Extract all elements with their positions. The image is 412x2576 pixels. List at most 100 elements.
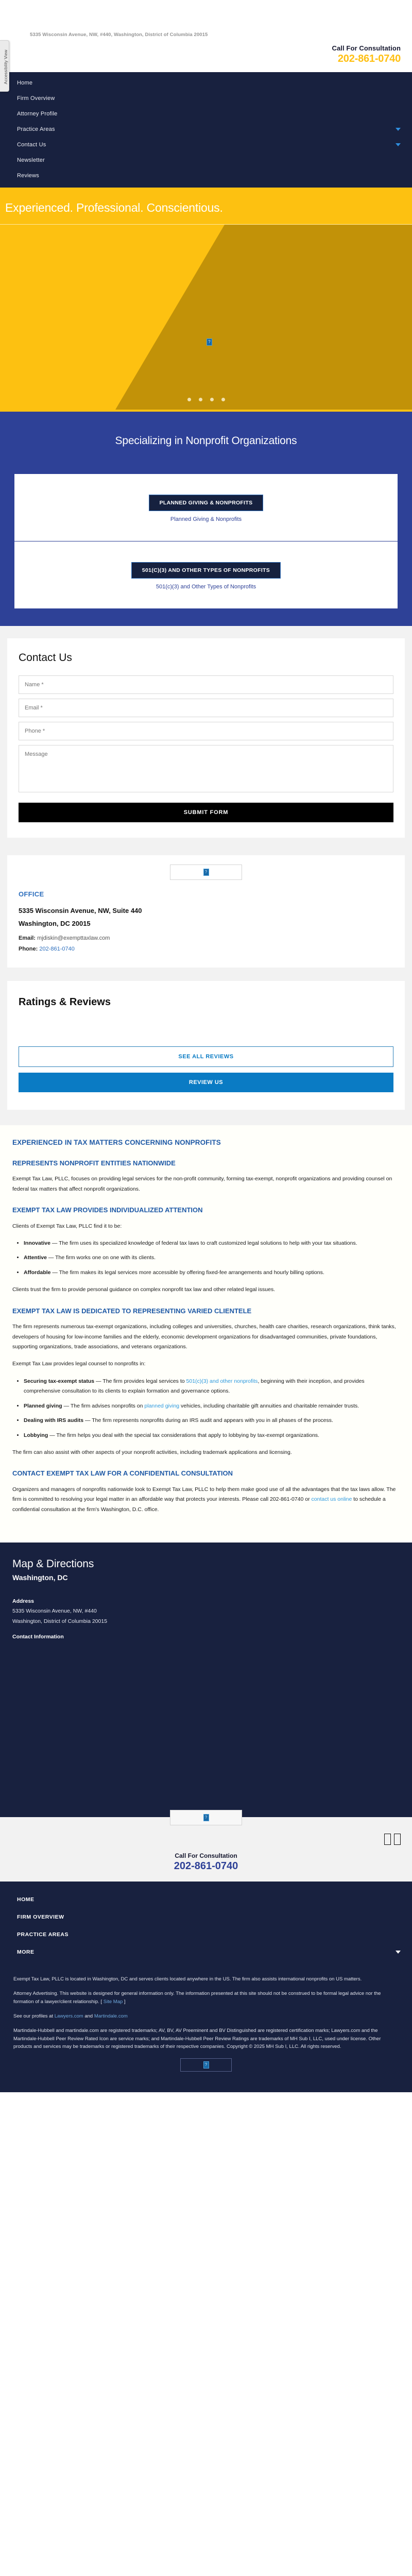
office-email-value[interactable]: mjdiskin@exempttaxlaw.com [37,935,110,941]
social-links-row [0,1833,412,1845]
social-icon-1[interactable] [384,1833,391,1845]
chevron-down-icon[interactable] [396,1950,401,1954]
top-address-strip: 5335 Wisconsin Avenue, NW, #440, Washing… [0,0,412,40]
article-paragraph-6: The firm can also assist with other aspe… [12,1449,292,1455]
contact-form-title: Contact Us [19,652,72,664]
bullet-term: Affordable [24,1269,51,1276]
submit-form-button[interactable]: SUBMIT FORM [19,803,393,823]
office-section: ? OFFICE 5335 Wisconsin Avenue, NW, Suit… [0,853,412,981]
footer-nav-home[interactable]: HOME [0,1891,412,1908]
header-phone-link[interactable]: 202-861-0740 [337,53,401,64]
site-footer: HOME FIRM OVERVIEW PRACTICE AREAS MORE E… [0,1881,412,2092]
hero-image-carousel[interactable]: ? [0,224,412,410]
list-item: Affordable — The firm makes its legal se… [24,1268,400,1278]
footer-phone-link[interactable]: 202-861-0740 [174,1860,238,1872]
carousel-dots[interactable] [0,398,412,402]
footer-call-block: Call For Consultation 202-861-0740 [0,1852,412,1872]
footer-nav-firm-overview[interactable]: FIRM OVERVIEW [0,1908,412,1926]
bullet-text-post: vehicles, including charitable gift annu… [179,1402,359,1409]
bullet-link[interactable]: planned giving [144,1402,180,1409]
ratings-card: Ratings & Reviews SEE ALL REVIEWS REVIEW… [7,980,405,1110]
legal-paragraph-1: Exempt Tax Law, PLLC is located in Washi… [13,1976,362,1982]
specializing-title: Specializing in Nonprofit Organizations [115,435,297,447]
bullet-link[interactable]: 501(c)(3) and other nonprofits [186,1378,258,1384]
carousel-dot-4[interactable] [221,398,225,402]
ratings-title: Ratings & Reviews [19,996,111,1008]
nav-label: Reviews [17,173,39,179]
phone-input[interactable] [19,722,393,741]
map-contact-label: Contact Information [12,1633,64,1640]
article-bullet-list-2: Securing tax-exempt status — The firm pr… [24,1377,400,1440]
see-all-reviews-button[interactable]: SEE ALL REVIEWS [19,1046,393,1067]
spacer [12,1591,400,1598]
header-call-block: Call For Consultation 202-861-0740 [0,40,412,72]
article-paragraph-1: Exempt Tax Law, PLLC, focuses on providi… [12,1176,392,1192]
article-paragraph-7: Organizers and managers of nonprofits na… [12,1485,400,1515]
map-embed-placeholder[interactable] [12,1642,400,1812]
article-paragraph-2: Clients of Exempt Tax Law, PLLC find it … [12,1223,122,1229]
practice-card-planned-giving[interactable]: PLANNED GIVING & NONPROFITS Planned Givi… [14,474,398,542]
office-email-row: Email: mjdiskin@exempttaxlaw.com [19,935,393,941]
nav-item-reviews[interactable]: Reviews [0,168,412,183]
broken-image-icon: ? [203,1814,209,1821]
hero-graphic-wedge [115,225,412,410]
site-map-link[interactable]: Site Map [103,1998,123,2005]
nav-item-newsletter[interactable]: Newsletter [0,152,412,168]
message-textarea[interactable] [19,745,393,793]
article-heading-2: REPRESENTS NONPROFIT ENTITIES NATIONWIDE [12,1159,176,1167]
carousel-dot-2[interactable] [198,398,202,402]
main-article: EXPERIENCED IN TAX MATTERS CONCERNING NO… [0,1125,412,1543]
list-item: Innovative — The firm uses its specializ… [24,1239,400,1248]
nav-item-practice-areas[interactable]: Practice Areas [0,122,412,137]
legal-paragraph-2: Attorney Advertising. This website is de… [13,1990,399,2006]
carousel-dot-3[interactable] [210,398,214,402]
footer-call-section: ? Call For Consultation 202-861-0740 [0,1809,412,1882]
list-item: Attentive — The firm works one on one wi… [24,1253,400,1263]
social-icon-2[interactable] [394,1833,401,1845]
article-paragraph-3: Clients trust the firm to provide person… [12,1286,276,1293]
contact-us-online-link[interactable]: contact us online [311,1496,352,1503]
nav-item-contact-us[interactable]: Contact Us [0,137,412,152]
contact-form-card: Contact Us SUBMIT FORM [7,638,405,838]
nav-item-firm-overview[interactable]: Firm Overview [0,91,412,106]
footer-nav-more[interactable]: MORE [0,1943,412,1961]
practice-card-button[interactable]: PLANNED GIVING & NONPROFITS [148,495,264,512]
article-heading-3: EXEMPT TAX LAW PROVIDES INDIVIDUALIZED A… [12,1206,203,1214]
lawyers-com-link[interactable]: Lawyers.com [54,2013,83,2020]
review-us-button[interactable]: REVIEW US [19,1072,393,1092]
legal-block: Exempt Tax Law, PLLC is located in Washi… [0,1961,412,2072]
name-input[interactable] [19,675,393,694]
martindale-com-link[interactable]: Martindale.com [94,2013,128,2020]
nav-item-attorney-profile[interactable]: Attorney Profile [0,106,412,122]
accessibility-view-tab[interactable]: Accessibility View [0,40,9,92]
practice-card-button[interactable]: 501(C)(3) AND OTHER TYPES OF NONPROFITS [131,562,281,579]
practice-card-caption[interactable]: Planned Giving & Nonprofits [170,516,242,523]
map-city: Washington, DC [12,1573,68,1582]
nav-label: Newsletter [17,157,45,163]
map-address-line1: 5335 Wisconsin Avenue, NW, #440 [12,1608,97,1615]
bullet-term: Innovative [24,1240,50,1247]
practice-card-501c3[interactable]: 501(C)(3) AND OTHER TYPES OF NONPROFITS … [14,541,398,609]
carousel-dot-1[interactable] [187,398,191,402]
bullet-text-pre: — The firm advises nonprofits on [62,1402,145,1409]
hero-banner: Experienced. Professional. Conscientious… [0,188,412,410]
broken-image-icon: ? [207,338,212,346]
nav-label: Attorney Profile [17,111,58,117]
chevron-down-icon[interactable] [396,143,401,146]
footer-nav-practice-areas[interactable]: PRACTICE AREAS [0,1926,412,1943]
office-phone-link[interactable]: 202-861-0740 [39,945,75,952]
office-heading: OFFICE [19,890,44,899]
bullet-text-pre: — The firm provides legal services to [94,1378,186,1384]
paragraph-pre: Organizers and managers of nonprofits na… [12,1486,396,1503]
chevron-down-icon[interactable] [396,128,401,131]
legal-text-pre: See our profiles at [13,2013,55,2020]
practice-card-caption[interactable]: 501(c)(3) and Other Types of Nonprofits [156,584,256,590]
article-paragraph-4: The firm represents numerous tax-exempt … [12,1324,396,1350]
bullet-text: — The firm works one on one with its cli… [46,1255,156,1261]
email-input[interactable] [19,699,393,718]
map-directions-section: Map & Directions Washington, DC Address … [0,1543,412,1817]
broken-image-icon: ? [203,869,209,876]
footer-nav-label: FIRM OVERVIEW [17,1913,64,1920]
hero-headline: Experienced. Professional. Conscientious… [5,201,223,214]
nav-item-home[interactable]: Home [0,75,412,91]
